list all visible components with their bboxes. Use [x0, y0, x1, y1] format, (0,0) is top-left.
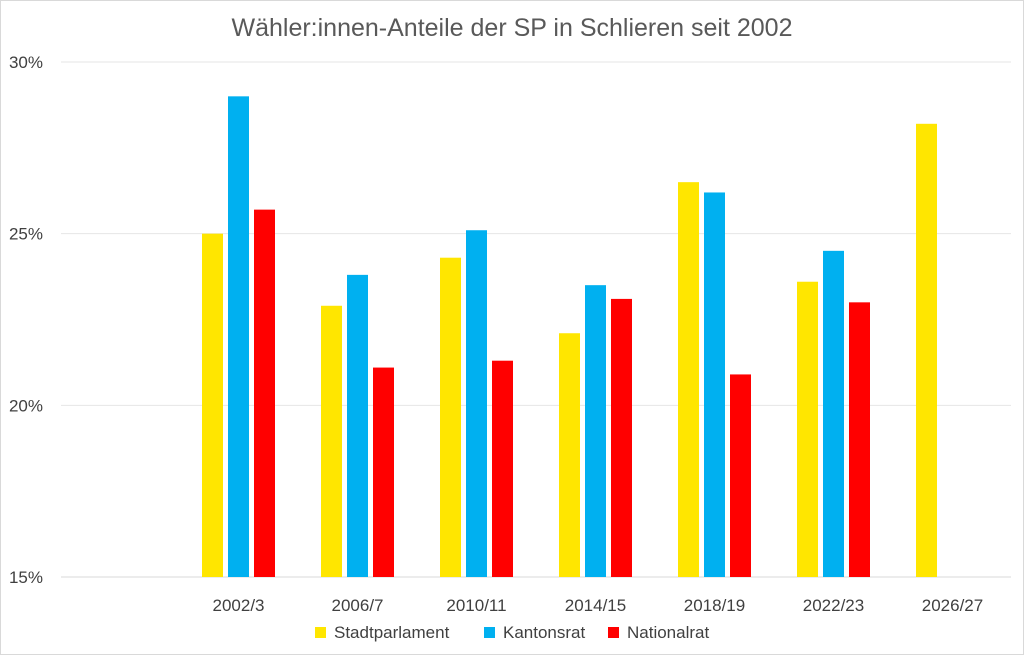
legend-label-nationalrat: Nationalrat	[627, 623, 709, 642]
bar-nationalrat-2002-3	[254, 209, 275, 577]
legend-label-kantonsrat: Kantonsrat	[503, 623, 585, 642]
bar-stadtparlament-2010-11	[440, 257, 461, 577]
bar-kantonsrat-2006-7	[347, 274, 368, 577]
bar-kantonsrat-2010-11	[466, 230, 487, 577]
x-tick-label: 2002/3	[213, 596, 265, 615]
bar-kantonsrat-2018-19	[704, 192, 725, 577]
x-axis-labels: 2002/3 2006/7 2010/11 2014/15 2018/19 2022/23…	[213, 596, 984, 615]
x-tick-label: 2018/19	[684, 596, 745, 615]
chart-title: Wähler:innen-Anteile der SP in Schlieren…	[232, 14, 793, 42]
bar-nationalrat-2022-23	[849, 302, 870, 577]
y-tick-label: 25%	[9, 225, 43, 244]
bar-stadtparlament-2006-7	[321, 305, 342, 577]
bars-layer	[202, 96, 937, 578]
bar-nationalrat-2006-7	[373, 367, 394, 577]
bar-stadtparlament-2026-27	[916, 123, 937, 578]
bar-nationalrat-2014-15	[611, 298, 632, 577]
y-tick-label: 20%	[9, 396, 43, 415]
x-tick-label: 2026/27	[922, 596, 983, 615]
x-tick-label: 2014/15	[565, 596, 626, 615]
legend-swatch-stadtparlament	[315, 627, 326, 638]
legend-swatch-kantonsrat	[484, 627, 495, 638]
bar-stadtparlament-2022-23	[797, 281, 818, 577]
bar-kantonsrat-2022-23	[823, 250, 844, 578]
x-tick-label: 2006/7	[332, 596, 384, 615]
y-tick-label: 30%	[9, 53, 43, 72]
bar-stadtparlament-2002-3	[202, 233, 223, 577]
x-tick-label: 2022/23	[803, 596, 864, 615]
legend-label-stadtparlament: Stadtparlament	[334, 623, 450, 642]
x-tick-label: 2010/11	[446, 596, 506, 615]
y-tick-label: 15%	[9, 568, 43, 587]
bar-nationalrat-2018-19	[730, 374, 751, 577]
bar-kantonsrat-2002-3	[228, 96, 249, 577]
legend: Stadtparlament Kantonsrat Nationalrat	[315, 623, 709, 642]
bar-stadtparlament-2014-15	[559, 333, 580, 577]
bar-stadtparlament-2018-19	[678, 182, 699, 577]
legend-swatch-nationalrat	[608, 627, 619, 638]
bar-nationalrat-2010-11	[492, 360, 513, 577]
bar-kantonsrat-2014-15	[585, 285, 606, 577]
